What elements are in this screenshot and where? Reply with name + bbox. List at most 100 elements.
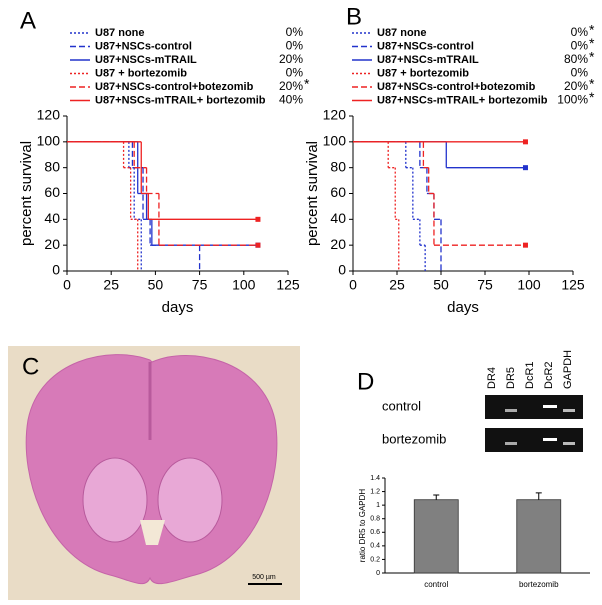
x-tick-label: 125 [561, 277, 585, 293]
legend-label: U87 none [377, 27, 427, 39]
y-tick-label: 100 [37, 133, 61, 149]
censor-marker [255, 216, 261, 222]
significance-mark: * [304, 76, 310, 92]
final-survival-label: 0% [286, 25, 304, 39]
final-survival-label: 40% [279, 93, 303, 107]
x-tick-label: 100 [517, 277, 541, 293]
y-tick-label: 100 [323, 133, 347, 149]
panel-c-image: 500 µm C [8, 346, 300, 600]
gel-band [505, 442, 517, 445]
final-survival-label: 0% [286, 66, 304, 80]
x-tick-label: 25 [389, 277, 405, 293]
row-label: bortezomib [382, 431, 446, 446]
final-survival-label: 0% [286, 39, 304, 53]
final-survival-label: 80% [564, 52, 588, 66]
x-tick-label: 25 [103, 277, 119, 293]
y-axis-title: percent survival [304, 141, 321, 246]
y-tick-label: 120 [37, 107, 61, 123]
x-tick-label: 0 [63, 277, 71, 293]
x-tick-label: 100 [232, 277, 256, 293]
significance-mark: * [589, 76, 595, 92]
final-survival-label: 100% [557, 93, 588, 107]
row-label: control [382, 398, 421, 413]
hippocampus [157, 457, 223, 543]
y-tick-label: 0.8 [370, 516, 380, 523]
x-tick-label: 125 [276, 277, 300, 293]
y-tick-label: 0.4 [370, 543, 380, 550]
error-bar [433, 494, 440, 500]
panel-label: B [346, 3, 362, 30]
bar [516, 499, 562, 574]
x-axis-title: days [447, 299, 479, 316]
significance-mark: * [589, 22, 595, 38]
legend-label: U87+NSCs-mTRAIL [377, 54, 479, 66]
censor-marker [255, 242, 261, 248]
final-survival-label: 20% [279, 52, 303, 66]
panel-label: C [22, 353, 39, 380]
legend-label: U87+NSCs-control+botezomib [95, 81, 254, 93]
x-tick-label: bortezomib [519, 580, 559, 589]
lane-label: DR5 [505, 367, 517, 389]
gel-band [563, 409, 575, 412]
legend-label: U87+NSCs-control [95, 40, 192, 52]
legend-label: U87 + bortezomib [95, 67, 187, 79]
scale-bar-label: 500 µm [252, 574, 276, 581]
y-tick-label: 1.4 [370, 475, 380, 482]
x-tick-label: 50 [433, 277, 449, 293]
censor-marker [522, 165, 528, 171]
gel-strip [485, 428, 583, 452]
lane-label: GAPDH [562, 350, 574, 389]
significance-mark: * [589, 89, 595, 105]
lane-label: DcR2 [543, 361, 555, 389]
legend-label: U87 + bortezomib [377, 67, 469, 79]
censor-marker [522, 242, 528, 248]
panel-label: D [357, 368, 374, 395]
x-tick-label: 50 [148, 277, 164, 293]
y-axis-title: percent survival [18, 141, 35, 246]
y-axis-title: ratio DR5 to GAPDH [358, 489, 367, 563]
significance-mark: * [589, 49, 595, 65]
final-survival-label: 0% [571, 25, 589, 39]
significance-mark: * [589, 35, 595, 51]
legend-label: U87+NSCs-mTRAIL+ bortezomib [377, 94, 548, 106]
ventricle [140, 520, 165, 545]
final-survival-label: 20% [279, 79, 303, 93]
legend-label: U87+NSCs-mTRAIL+ bortezomib [95, 94, 266, 106]
legend-label: U87+NSCs-control+botezomib [377, 81, 536, 93]
gel-band [543, 438, 557, 441]
y-tick-label: 40 [44, 210, 60, 226]
hippocampus [82, 457, 148, 543]
gel-strip [485, 395, 583, 419]
legend-label: U87 none [95, 27, 145, 39]
y-tick-label: 0 [376, 570, 380, 577]
y-tick-label: 20 [44, 236, 60, 252]
legend-label: U87+NSCs-mTRAIL [95, 54, 197, 66]
error-bar [535, 492, 542, 500]
bar [413, 499, 459, 574]
y-tick-label: 120 [323, 107, 347, 123]
lane-label: DR4 [486, 367, 498, 389]
panel-label: A [20, 7, 36, 34]
x-axis-title: days [162, 299, 194, 316]
y-tick-label: 80 [330, 158, 346, 174]
y-tick-label: 60 [330, 184, 346, 200]
gel-band [563, 442, 575, 445]
y-tick-label: 80 [44, 158, 60, 174]
final-survival-label: 0% [571, 39, 589, 53]
x-tick-label: 75 [477, 277, 493, 293]
gel-band [505, 409, 517, 412]
y-tick-label: 40 [330, 210, 346, 226]
y-tick-label: 0 [338, 262, 346, 278]
y-tick-label: 20 [330, 236, 346, 252]
censor-marker [522, 139, 528, 145]
y-tick-label: 0.2 [370, 556, 380, 563]
x-tick-label: 0 [349, 277, 357, 293]
x-tick-label: control [424, 580, 448, 589]
y-tick-label: 0 [52, 262, 60, 278]
lane-label: DcR1 [524, 361, 536, 389]
y-tick-label: 0.6 [370, 529, 380, 536]
y-tick-label: 1.2 [370, 488, 380, 495]
legend-label: U87+NSCs-control [377, 40, 474, 52]
final-survival-label: 0% [571, 66, 589, 80]
